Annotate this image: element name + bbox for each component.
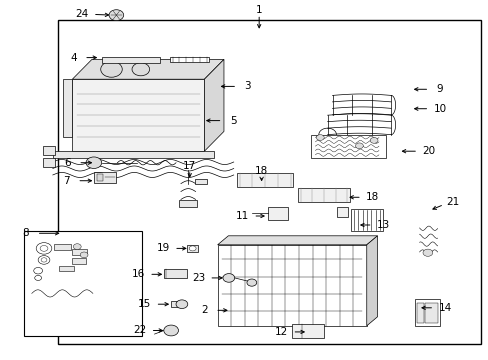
Text: 19: 19 xyxy=(156,243,170,253)
Circle shape xyxy=(422,249,432,256)
Bar xyxy=(292,324,324,338)
Circle shape xyxy=(316,135,324,140)
Circle shape xyxy=(189,246,196,251)
Circle shape xyxy=(86,157,102,168)
Circle shape xyxy=(132,63,149,76)
Text: 9: 9 xyxy=(436,84,443,94)
Text: 8: 8 xyxy=(22,228,29,238)
Circle shape xyxy=(246,279,256,286)
Text: 18: 18 xyxy=(365,192,379,202)
Polygon shape xyxy=(204,59,224,151)
Bar xyxy=(414,299,439,326)
Polygon shape xyxy=(62,79,72,137)
Text: 22: 22 xyxy=(133,325,146,336)
Polygon shape xyxy=(366,236,377,326)
Bar xyxy=(102,57,160,63)
Text: 11: 11 xyxy=(235,211,249,221)
Circle shape xyxy=(355,143,363,149)
Text: 3: 3 xyxy=(244,81,251,91)
Text: 21: 21 xyxy=(446,197,459,207)
Text: 18: 18 xyxy=(254,166,268,176)
Text: 16: 16 xyxy=(131,269,145,279)
Circle shape xyxy=(35,275,41,280)
Bar xyxy=(59,266,74,271)
Bar xyxy=(97,174,102,181)
Circle shape xyxy=(38,256,50,264)
Bar xyxy=(187,245,198,252)
Bar xyxy=(54,244,71,250)
Bar xyxy=(163,269,187,278)
Text: 12: 12 xyxy=(274,327,288,337)
Text: 7: 7 xyxy=(63,176,70,186)
Bar xyxy=(425,303,437,323)
Polygon shape xyxy=(72,59,224,79)
Bar xyxy=(170,57,209,62)
Bar xyxy=(298,188,349,202)
Text: 17: 17 xyxy=(183,161,196,171)
Circle shape xyxy=(36,243,52,254)
Bar xyxy=(350,209,382,231)
Bar xyxy=(237,173,293,187)
Text: 1: 1 xyxy=(255,5,262,15)
Bar xyxy=(24,231,142,336)
Circle shape xyxy=(73,244,81,249)
Bar xyxy=(43,158,55,167)
Text: 2: 2 xyxy=(201,305,207,315)
Bar xyxy=(267,207,287,220)
Bar xyxy=(310,135,386,158)
Bar xyxy=(416,303,424,323)
Bar xyxy=(94,172,116,183)
Bar xyxy=(58,20,480,344)
Text: 6: 6 xyxy=(64,158,71,168)
Circle shape xyxy=(101,61,122,77)
Text: 14: 14 xyxy=(437,303,451,313)
Bar xyxy=(217,245,366,326)
Text: 24: 24 xyxy=(75,9,89,19)
Bar xyxy=(194,179,206,184)
Bar xyxy=(72,258,86,264)
Text: 10: 10 xyxy=(433,104,446,114)
Circle shape xyxy=(40,246,48,251)
Circle shape xyxy=(41,258,47,262)
Circle shape xyxy=(80,252,88,258)
Circle shape xyxy=(369,138,377,143)
Bar xyxy=(72,249,87,255)
Bar xyxy=(43,146,55,155)
Bar xyxy=(171,301,182,307)
Circle shape xyxy=(223,274,234,282)
Circle shape xyxy=(176,300,187,309)
Circle shape xyxy=(163,325,178,336)
Text: 15: 15 xyxy=(138,299,151,309)
Text: 4: 4 xyxy=(70,53,77,63)
Text: 13: 13 xyxy=(376,220,389,230)
Polygon shape xyxy=(53,151,214,158)
Circle shape xyxy=(109,10,123,21)
Circle shape xyxy=(34,267,42,274)
Bar xyxy=(337,207,347,217)
Text: 23: 23 xyxy=(191,273,205,283)
Polygon shape xyxy=(217,236,377,245)
Bar xyxy=(179,200,197,207)
Text: 5: 5 xyxy=(229,116,236,126)
Polygon shape xyxy=(72,79,204,151)
Text: 20: 20 xyxy=(422,146,434,156)
